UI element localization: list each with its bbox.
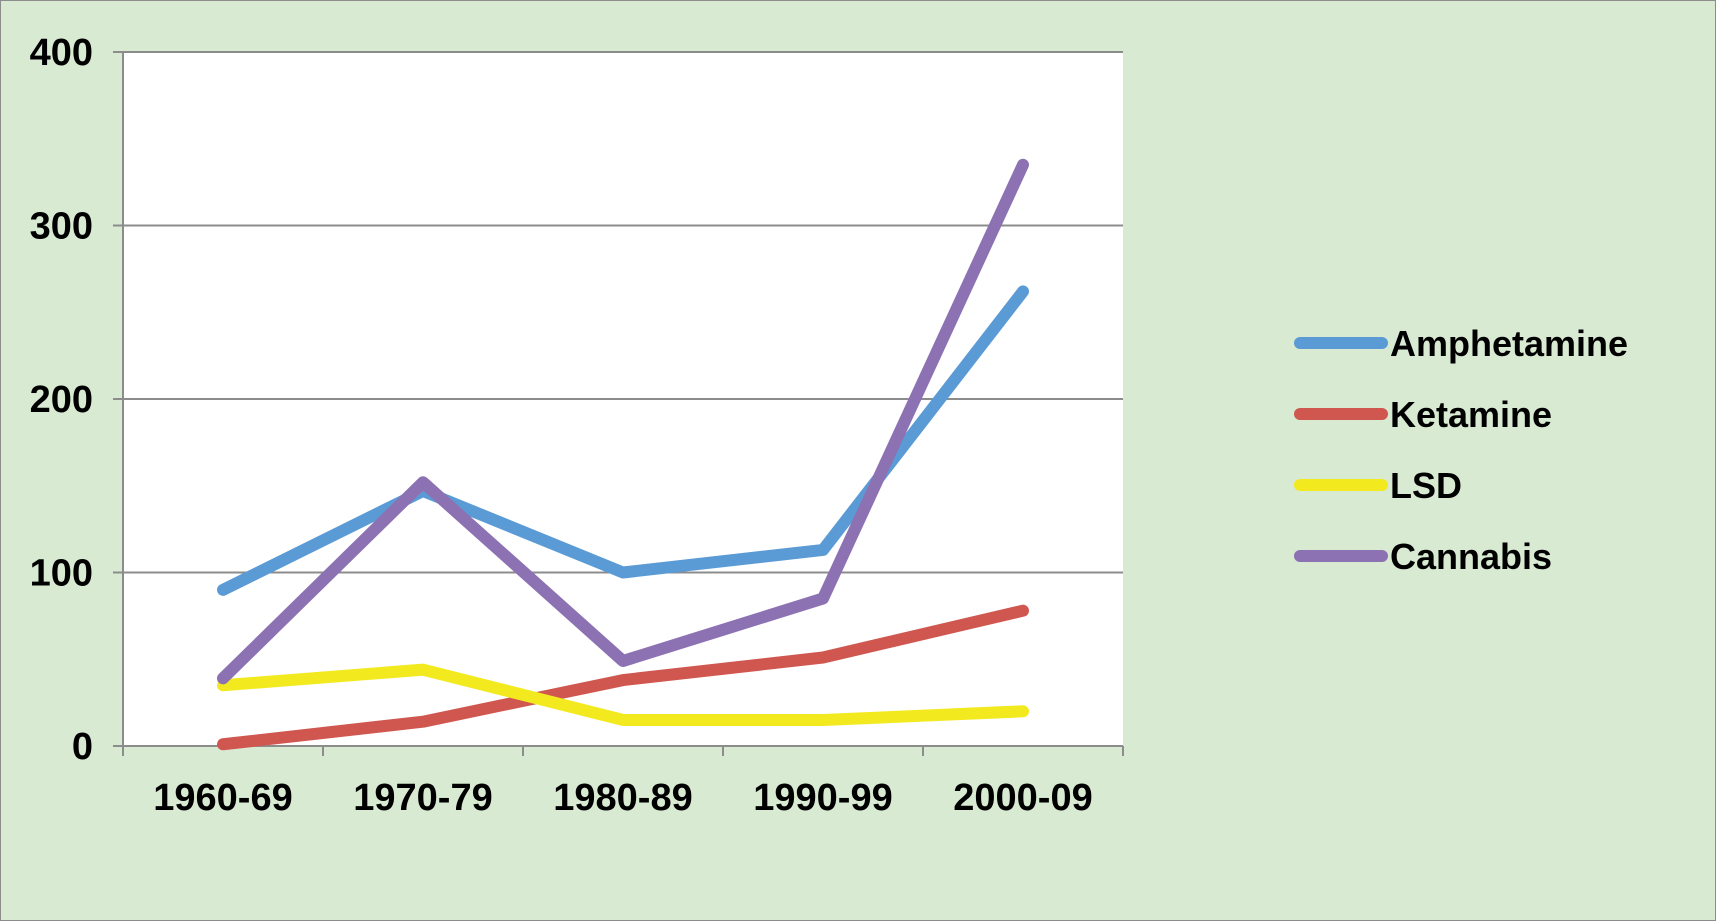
series-line-cannabis xyxy=(217,158,1029,685)
y-tick-label: 100 xyxy=(30,553,93,595)
series-line-lsd xyxy=(217,663,1029,726)
legend-label-amphetamine: Amphetamine xyxy=(1390,323,1628,364)
x-tick-label: 1960-69 xyxy=(153,777,292,819)
y-tick-label: 200 xyxy=(30,379,93,421)
legend: Amphetamine Ketamine LSD Cannabis xyxy=(1294,323,1628,577)
x-tick-label: 1970-79 xyxy=(353,777,492,819)
x-tick-labels: 1960-69 1970-79 1980-89 1990-99 2000-09 xyxy=(153,777,1092,819)
y-tick-labels: 0 100 200 300 400 xyxy=(30,32,93,768)
y-tick-label: 300 xyxy=(30,206,93,248)
x-tick-label: 1990-99 xyxy=(753,777,892,819)
series-lines xyxy=(217,158,1029,751)
y-tick-label: 400 xyxy=(30,32,93,74)
legend-label-cannabis: Cannabis xyxy=(1390,536,1552,577)
series-line-ketamine xyxy=(217,604,1029,751)
axes xyxy=(113,51,1124,756)
legend-label-ketamine: Ketamine xyxy=(1390,394,1552,435)
y-tick-label: 0 xyxy=(72,726,93,768)
x-tick-label: 2000-09 xyxy=(953,777,1092,819)
legend-label-lsd: LSD xyxy=(1390,465,1462,506)
x-tick-label: 1980-89 xyxy=(553,777,692,819)
